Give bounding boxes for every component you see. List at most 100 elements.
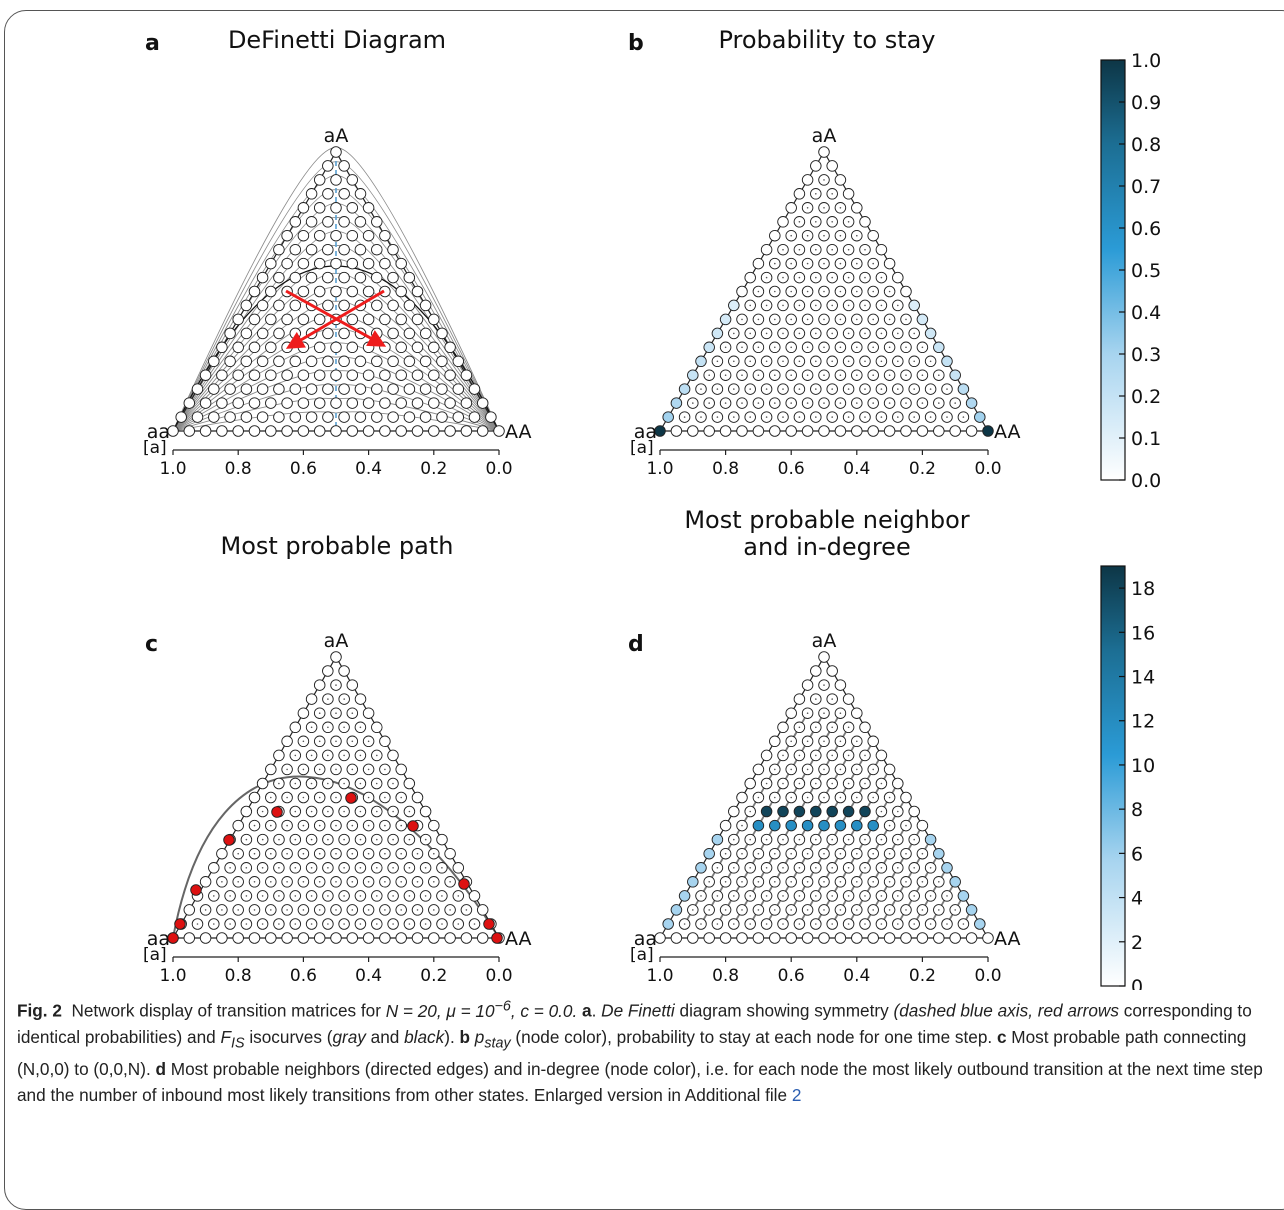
state-node <box>403 271 416 284</box>
node-center-dot <box>286 909 288 911</box>
node-center-dot <box>839 207 842 209</box>
state-node <box>711 327 724 340</box>
state-node <box>313 341 326 354</box>
state-node <box>379 425 391 437</box>
node-center-dot <box>733 332 735 335</box>
path-node <box>167 932 179 944</box>
state-node <box>403 327 416 340</box>
node-center-dot <box>400 796 403 799</box>
axis-unit-label: [a] <box>630 438 654 458</box>
state-node <box>330 285 342 298</box>
node-center-dot <box>253 824 256 827</box>
node-center-dot <box>724 881 727 883</box>
state-node <box>346 229 359 242</box>
node-center-dot <box>457 923 460 925</box>
state-node <box>346 313 359 326</box>
node-center-dot <box>278 782 280 785</box>
state-node <box>801 932 814 944</box>
node-center-dot <box>815 221 817 223</box>
node-center-dot <box>253 909 256 911</box>
state-node <box>411 369 424 381</box>
state-node <box>256 327 269 340</box>
state-node <box>379 932 391 944</box>
caption-file-link[interactable]: 2 <box>791 1085 802 1106</box>
state-node <box>240 327 253 340</box>
node-center-dot <box>335 768 337 771</box>
state-node <box>330 425 342 437</box>
state-node <box>419 383 432 395</box>
state-node <box>452 862 465 874</box>
state-node <box>191 411 204 423</box>
node-center-dot <box>847 867 850 869</box>
node-center-dot <box>864 895 866 897</box>
state-node <box>362 313 375 326</box>
node-center-dot <box>872 262 874 265</box>
node-center-dot <box>856 318 858 321</box>
node-center-dot <box>806 262 809 265</box>
node-center-dot <box>327 895 329 897</box>
node-center-dot <box>310 838 313 841</box>
state-node <box>338 411 350 423</box>
state-node <box>330 174 342 186</box>
node-center-dot <box>441 895 443 897</box>
state-node <box>265 397 277 409</box>
caption-line2c: ). <box>444 1026 460 1047</box>
node-center-dot <box>286 881 288 883</box>
node-center-dot <box>253 881 256 883</box>
node-center-dot <box>905 852 907 855</box>
node-center-dot <box>839 346 842 349</box>
state-node <box>460 932 473 944</box>
node-center-dot <box>880 416 883 418</box>
node-center-dot <box>798 867 801 869</box>
node-center-dot <box>815 867 817 869</box>
state-node <box>265 425 277 437</box>
state-node <box>240 805 253 818</box>
node-center-dot <box>872 290 874 293</box>
node-center-dot <box>392 867 394 869</box>
node-center-dot <box>318 712 321 714</box>
node-center-dot <box>294 923 297 925</box>
node-center-dot <box>310 923 313 925</box>
state-node <box>379 285 391 298</box>
state-node <box>834 174 847 186</box>
state-node <box>387 243 399 256</box>
state-node <box>842 188 855 200</box>
state-node <box>167 425 179 437</box>
state-node <box>371 216 383 228</box>
node-center-dot <box>921 374 924 377</box>
node-center-dot <box>416 852 419 855</box>
x-tick-label: 0.8 <box>225 966 252 986</box>
state-node <box>900 932 912 944</box>
state-node <box>330 932 342 944</box>
node-center-dot <box>905 374 907 377</box>
state-node <box>224 411 236 423</box>
node-center-dot <box>343 782 345 785</box>
state-node <box>468 411 481 423</box>
state-node <box>346 174 359 186</box>
caption-math1-tail: , c = 0.0. <box>510 1000 578 1021</box>
node-center-dot <box>839 262 842 265</box>
node-center-dot <box>318 768 321 771</box>
node-center-dot <box>823 881 825 883</box>
node-center-dot <box>327 810 329 813</box>
state-node <box>719 932 732 944</box>
state-node <box>403 777 416 790</box>
state-node <box>346 369 359 381</box>
state-node <box>330 651 342 663</box>
state-node <box>281 369 293 381</box>
state-node <box>305 188 318 200</box>
x-tick-label: 1.0 <box>646 459 673 479</box>
node-center-dot <box>815 332 817 335</box>
state-node <box>297 202 310 214</box>
state-node <box>428 313 440 326</box>
state-node <box>289 411 302 423</box>
node-center-dot <box>823 346 825 349</box>
node-center-dot <box>806 290 809 293</box>
node-center-dot <box>888 290 891 293</box>
node-center-dot <box>335 852 337 855</box>
vertex-label-left: aa <box>147 421 170 443</box>
state-node <box>703 932 715 944</box>
node-center-dot <box>724 852 727 855</box>
node-center-dot <box>856 852 858 855</box>
state-node <box>444 341 456 354</box>
